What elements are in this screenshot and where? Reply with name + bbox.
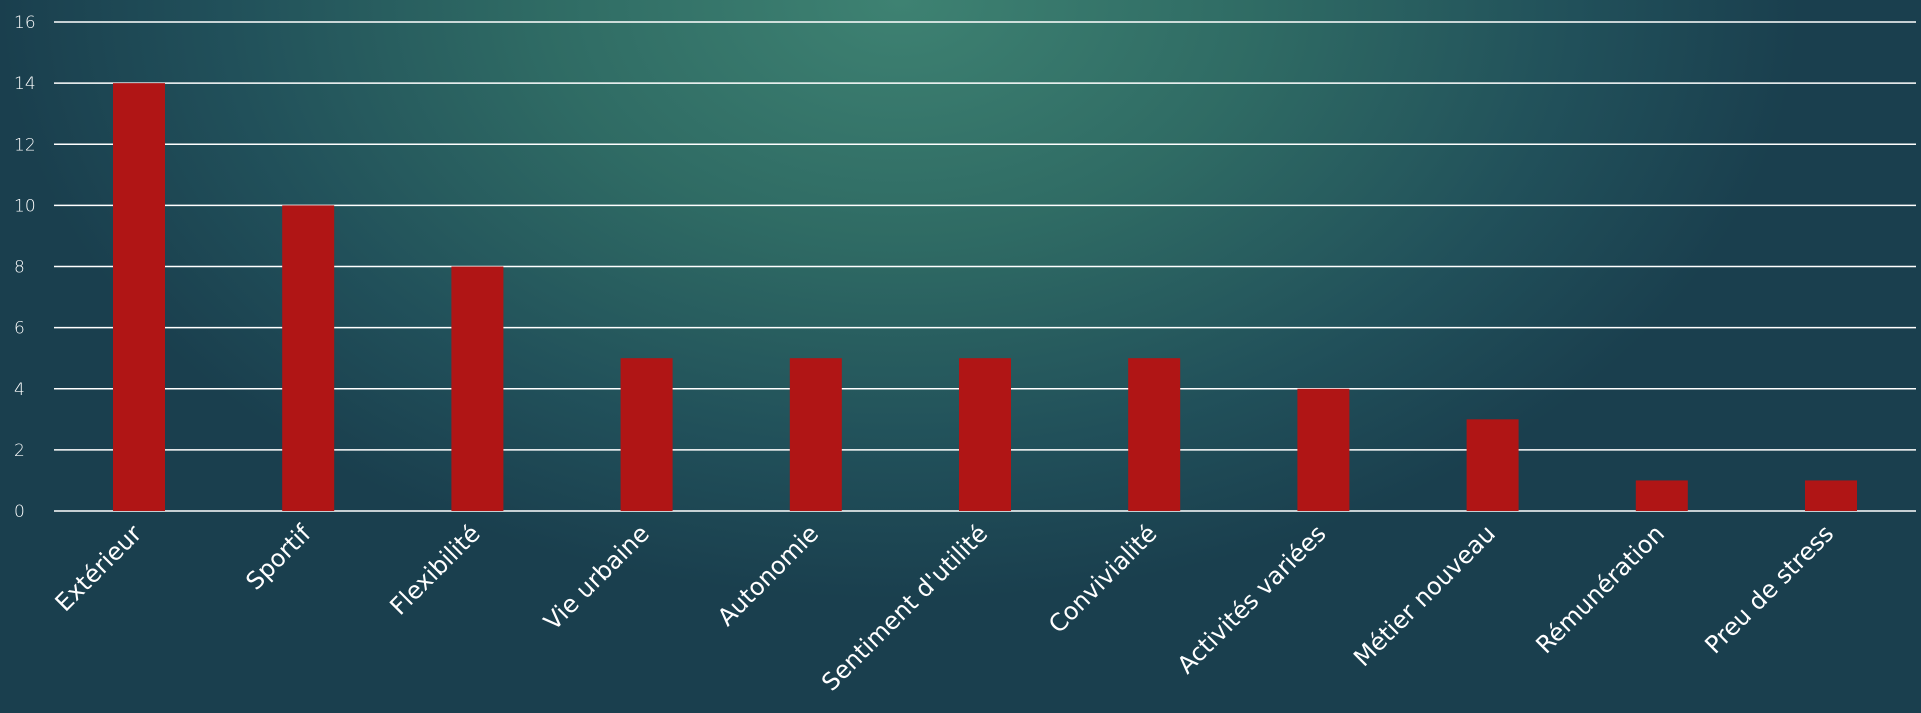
bar-1: [113, 83, 165, 511]
x-axis-category-labels: Extérieur Sportif Flexibilité Vie urbaine Au…: [50, 519, 1840, 696]
category-label: Convivialité: [1043, 519, 1162, 638]
bar-10: [1635, 480, 1688, 511]
category-label: Extérieur: [50, 519, 148, 617]
gridlines: [54, 21, 1916, 512]
y-tick-label: 2: [14, 441, 25, 461]
category-label: Rémunération: [1530, 519, 1670, 659]
y-tick-label: 14: [14, 74, 36, 94]
category-label: Flexibilité: [384, 519, 485, 620]
y-tick-label: 0: [14, 502, 25, 522]
category-label: Preu de stress: [1699, 519, 1839, 659]
bar-5: [789, 358, 842, 511]
bar-11: [1805, 480, 1857, 511]
bar-6: [959, 358, 1011, 511]
category-label: Sportif: [240, 519, 316, 595]
category-label: Sentiment d'utilité: [816, 519, 993, 696]
bar-8: [1297, 388, 1350, 511]
category-label: Activités variées: [1172, 519, 1332, 679]
y-axis-tick-labels: 0 2 4 6 8 10 12 14 16: [14, 13, 36, 522]
category-label: Vie urbaine: [538, 519, 654, 635]
bar-9: [1466, 419, 1519, 511]
y-tick-label: 6: [14, 319, 25, 339]
bar-3: [451, 266, 504, 511]
y-tick-label: 16: [14, 13, 36, 33]
bar-7: [1128, 358, 1181, 511]
category-label: Métier nouveau: [1348, 519, 1501, 672]
y-tick-label: 8: [14, 258, 25, 278]
y-tick-label: 10: [14, 196, 36, 216]
bars: [113, 83, 1857, 511]
y-tick-label: 12: [14, 135, 36, 155]
y-tick-label: 4: [14, 380, 25, 400]
bar-4: [620, 358, 673, 511]
bar-2: [282, 205, 335, 511]
category-label: Autonomie: [712, 519, 824, 631]
